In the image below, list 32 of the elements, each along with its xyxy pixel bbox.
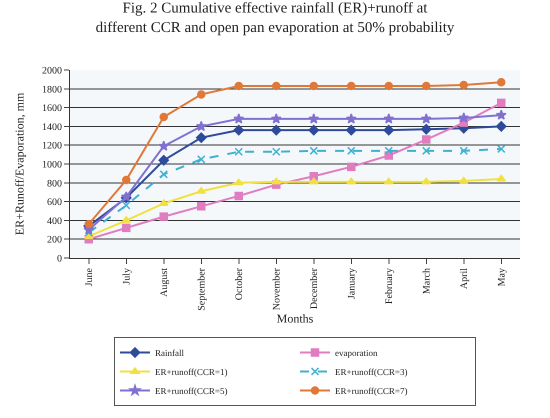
legend-label: ER+runoff(CCR=1) (155, 366, 228, 377)
y-tick-label: 800 (47, 178, 62, 190)
legend-label: ER+runoff(CCR=7) (335, 386, 408, 396)
x-tick-label: April (459, 268, 470, 290)
x-axis-title: Months (276, 312, 314, 326)
x-tick-label: August (159, 268, 170, 297)
legend-label: Rainfall (155, 348, 184, 358)
y-tick-label: 2000 (42, 66, 62, 76)
x-tick-label: October (234, 267, 245, 300)
y-tick-label: 600 (47, 197, 62, 208)
x-tick-label: March (422, 268, 432, 294)
legend-label: evaporation (335, 348, 378, 358)
x-tick-label: November (272, 267, 282, 310)
y-tick-label: 400 (47, 216, 62, 227)
y-tick-label: 200 (47, 234, 62, 246)
y-tick-label: 1800 (42, 84, 62, 96)
y-axis-title: ER+Runoff/Evaporation, mm (12, 92, 26, 236)
y-tick-label: 0 (57, 254, 62, 264)
chart-title: Fig. 2 Cumulative effective rainfall (ER)+runoff at different CCR and open pan evaporation at 50% probability (96, 0, 455, 36)
x-tick-label: January (346, 268, 358, 300)
x-tick-label: December (309, 267, 320, 310)
x-tick-label: May (496, 268, 508, 286)
x-tick-label: June (84, 267, 95, 286)
legend-label: ER+runoff(CCR=3) (335, 366, 408, 377)
x-tick-label: July (122, 268, 132, 285)
legend-label: ER+runoff(CCR=5) (155, 386, 228, 396)
y-tick-label: 1400 (42, 122, 62, 133)
y-tick-label: 1200 (42, 140, 62, 152)
y-tick-label: 1000 (42, 160, 62, 170)
x-tick-label: September (196, 267, 208, 311)
y-tick-label: 1600 (42, 103, 62, 114)
x-tick-label: February (384, 268, 395, 304)
